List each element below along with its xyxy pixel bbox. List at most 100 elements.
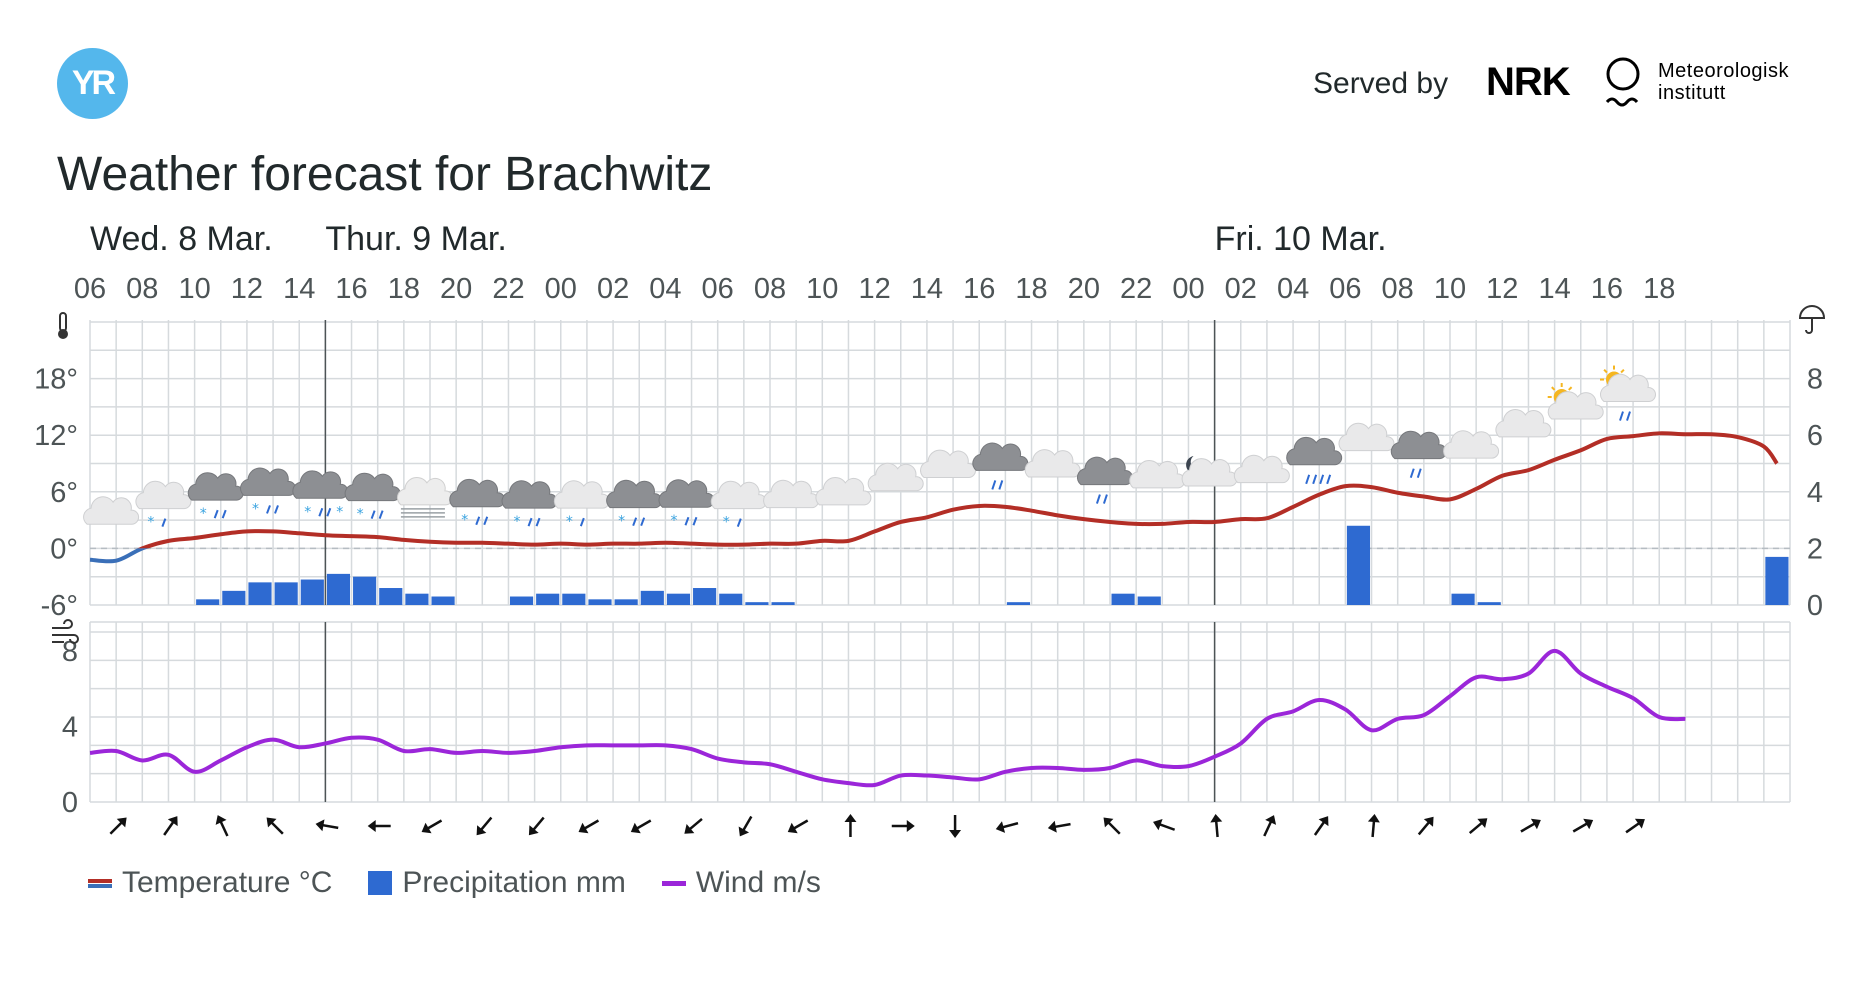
wind-icon-stroke — [52, 634, 79, 644]
weather-icon-cloud — [972, 442, 1029, 471]
weather-icon-cloud — [710, 480, 767, 510]
precipitation-bar — [196, 599, 220, 605]
weather-icon-cloud-dark-rain-heavy — [1286, 436, 1343, 485]
weather-icon-cloud-dark-sleet-heavy: * * — [292, 470, 349, 520]
precipitation-bar — [588, 599, 612, 605]
wind-direction-arrow — [528, 816, 545, 836]
precipitation-tick-label: 4 — [1807, 477, 1823, 509]
weather-icon-raindrop — [991, 480, 997, 490]
weather-icon-cloud — [553, 480, 610, 509]
umbrella-icon — [1798, 305, 1826, 334]
precipitation-tick-label: 0 — [1807, 590, 1823, 622]
wind-direction-arrow — [1047, 820, 1071, 833]
weather-icon-raindrop — [221, 509, 227, 519]
precipitation-bar — [562, 593, 586, 605]
wind-arrow-head — [787, 822, 798, 834]
temperature-tick-label: 6° — [50, 477, 78, 509]
weather-icon-cloud — [1495, 409, 1552, 438]
hour-tick-label: 12 — [231, 273, 263, 305]
hour-tick-label: 12 — [858, 273, 890, 305]
wind-direction-arrow — [1468, 818, 1488, 835]
weather-icon-raindrop — [161, 518, 167, 527]
wind-arrow-head — [421, 822, 432, 834]
weather-icon-cloud — [396, 476, 453, 506]
hour-tick-label: 14 — [911, 273, 943, 305]
wind-icon — [52, 619, 79, 644]
weather-icon-cloud — [1338, 422, 1395, 452]
weather-icon-cloud — [1338, 422, 1395, 452]
weather-icon-cloud — [1076, 456, 1133, 486]
yr-logo[interactable]: YR — [57, 48, 128, 119]
precipitation-bar — [1006, 602, 1031, 605]
weather-icon-cloud-dark-sleet: * — [187, 472, 244, 522]
weather-icon-cloud — [1443, 430, 1500, 459]
wind-direction-arrow — [995, 821, 1019, 833]
wind-direction-arrow — [787, 819, 809, 834]
weather-icon-cloud-dark-rain — [1076, 456, 1133, 504]
met-institute-logo[interactable]: Meteorologisk institutt — [1658, 60, 1789, 104]
weather-icon-raindrop — [483, 516, 489, 526]
thermometer-icon — [58, 312, 68, 339]
hour-tick-label: 12 — [1486, 273, 1518, 305]
hour-tick-label: 04 — [649, 273, 681, 305]
weather-icon-sun-ray — [1603, 368, 1608, 374]
hour-tick-label: 06 — [702, 273, 734, 305]
precipitation-bar — [248, 582, 272, 605]
wind-arrow-head — [1047, 820, 1057, 833]
weather-icon-cloud-moon — [1181, 455, 1238, 487]
weather-icon-snowflake: * — [618, 514, 625, 530]
precipitation-bar — [719, 593, 743, 605]
wind-direction-arrow — [578, 819, 600, 834]
weather-icon-cloud-dark-rain — [972, 442, 1029, 490]
wind-direction-arrow — [1417, 816, 1434, 836]
wind-arrow-head — [1423, 816, 1434, 827]
hour-tick-label: 18 — [1643, 273, 1675, 305]
wind-arrow-head — [578, 822, 589, 834]
weather-icon-cloud — [501, 480, 558, 509]
weather-icon-raindrop — [378, 510, 384, 519]
wind-arrow-head — [1210, 814, 1223, 823]
weather-icon-cloud — [763, 479, 820, 509]
weather-icon-snowflake: * — [723, 515, 730, 531]
wind-direction-arrow — [684, 817, 703, 834]
weather-icon-cloud-dark-sleet: * — [449, 478, 506, 529]
temperature-tick-label: -6° — [41, 590, 78, 622]
weather-icon-cloud — [449, 478, 506, 508]
hour-tick-label: 00 — [545, 273, 577, 305]
hour-tick-label: 14 — [1538, 273, 1570, 305]
hour-tick-label: 02 — [597, 273, 629, 305]
hour-tick-label: 10 — [1434, 273, 1466, 305]
page-title: Weather forecast for Brachwitz — [57, 148, 713, 201]
weather-icon-snowflake: * — [200, 506, 207, 522]
weather-icon-cloud — [920, 449, 976, 478]
wind-direction-arrow — [949, 815, 962, 838]
precipitation-bar — [274, 582, 298, 605]
wind-direction-arrow — [421, 819, 443, 834]
weather-icon-cloud — [1129, 460, 1186, 489]
nrk-logo[interactable]: NRK — [1486, 60, 1571, 104]
weather-icon-raindrop — [318, 507, 324, 517]
legend-precipitation-label: Precipitation mm — [402, 866, 626, 899]
wind-arrow-head — [215, 815, 227, 825]
weather-icon-raindrop — [475, 516, 481, 526]
weather-icon-cloud-dark-rain — [1390, 430, 1447, 478]
weather-icon-cloud — [1600, 373, 1656, 403]
weather-icon-cloud — [763, 479, 820, 509]
wind-arrow-head — [476, 825, 487, 836]
thermometer-icon-stem — [59, 312, 67, 332]
wind-tick-label: 0 — [62, 787, 78, 819]
weather-icon-raindrop — [640, 517, 646, 527]
precipitation-bar — [614, 599, 638, 605]
wind-arrow-head — [528, 825, 539, 836]
weather-icon-cloud-dark-sleet: * — [658, 479, 715, 529]
wind-arrow-head — [995, 821, 1006, 833]
weather-icon-cloud — [867, 462, 924, 492]
wind-icon-stroke — [52, 619, 73, 629]
weather-icon-sun-ray — [1568, 386, 1573, 391]
hour-tick-label: 08 — [754, 273, 786, 305]
weather-icon-cloud-sun-rain — [1600, 365, 1656, 421]
weather-icon-cloud — [135, 480, 192, 510]
weather-icon-sun-ray — [1620, 368, 1625, 374]
weather-icon-cloud — [867, 462, 924, 492]
wind-direction-arrow — [367, 820, 391, 832]
